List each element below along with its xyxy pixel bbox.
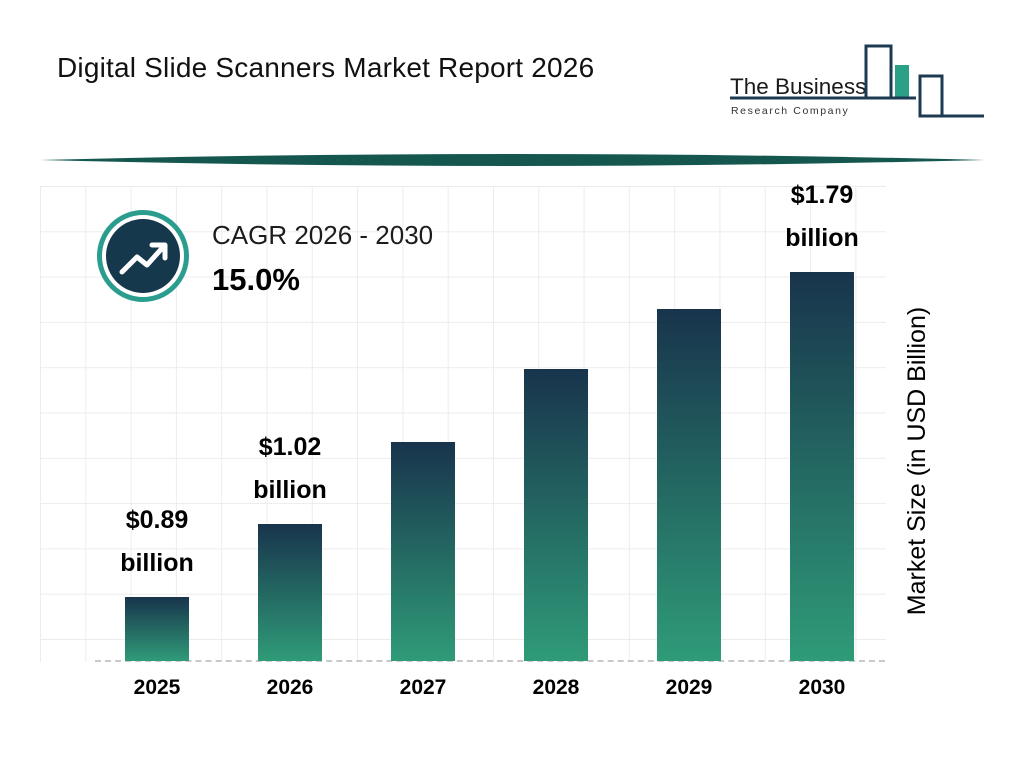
page-title: Digital Slide Scanners Market Report 202…	[57, 52, 595, 83]
logo-barchart-icon	[730, 44, 984, 118]
divider-lens	[40, 154, 985, 166]
company-logo: The Business Research Company	[730, 44, 984, 118]
chart-baseline	[95, 660, 885, 662]
x-label-2028: 2028	[532, 676, 580, 699]
bar-2026	[258, 524, 322, 661]
cagr-period-label: CAGR 2026 - 2030	[212, 220, 434, 250]
logo-line2: Research Company	[731, 105, 849, 117]
bar-2030	[790, 272, 854, 661]
cagr-value: 15.0%	[212, 262, 300, 297]
value-label-2030: $1.79 billion	[785, 181, 859, 252]
bar-2025	[125, 597, 189, 661]
bar-2027	[391, 442, 455, 661]
bar-2029	[657, 309, 721, 661]
x-label-2025: 2025	[133, 676, 181, 699]
x-label-2026: 2026	[266, 676, 314, 699]
bar-chart: $0.89 billion $1.02 billion $1.79 billion	[95, 181, 885, 661]
x-label-2027: 2027	[399, 676, 447, 699]
trend-up-arrow-icon	[119, 242, 168, 275]
value-label-2025: $0.89 billion	[120, 506, 194, 577]
x-axis-labels: 2025 2026 2027 2028 2029 2030	[95, 676, 885, 710]
cagr-badge	[97, 210, 189, 302]
x-label-2029: 2029	[665, 676, 713, 699]
x-label-2030: 2030	[798, 676, 846, 699]
value-label-2026: $1.02 billion	[253, 433, 327, 504]
cagr-badge-inner	[106, 219, 180, 293]
logo-line1: The Business	[730, 74, 866, 99]
bar-2028	[524, 369, 588, 661]
y-axis-label: Market Size (in USD Billion)	[903, 306, 931, 616]
